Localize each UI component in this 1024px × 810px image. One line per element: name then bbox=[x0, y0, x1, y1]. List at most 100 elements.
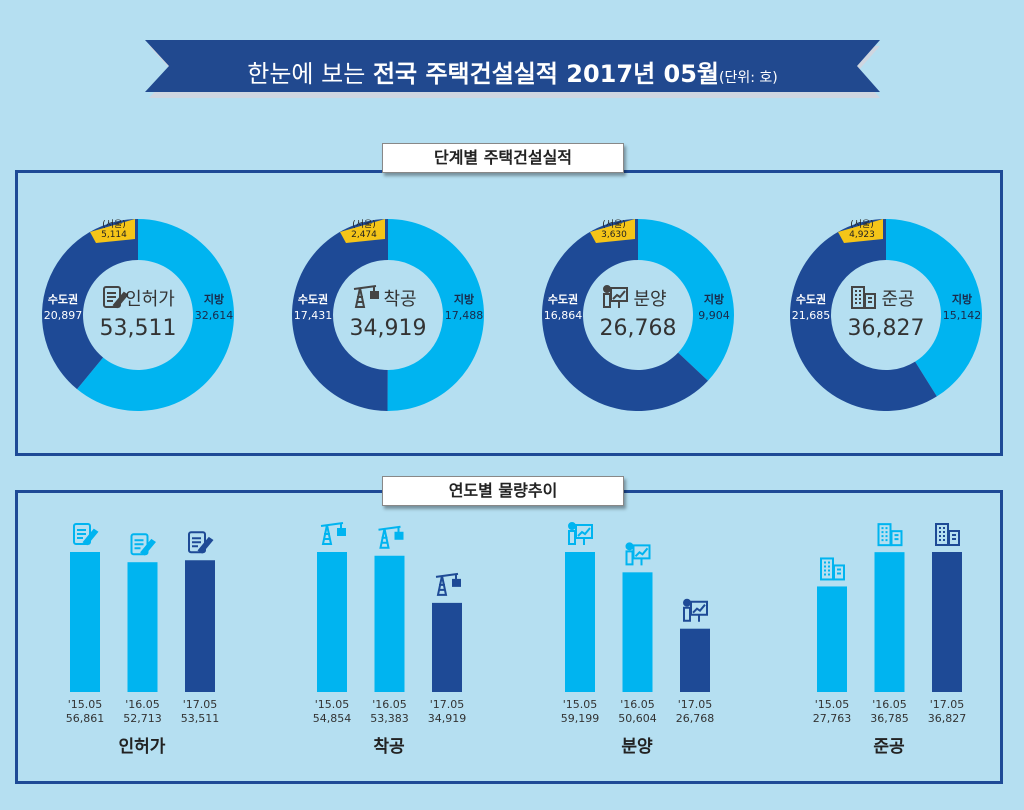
bar-year-label: '15.05 bbox=[815, 698, 850, 711]
local-label: 지방 bbox=[952, 292, 972, 306]
bar-value-label: 26,768 bbox=[676, 712, 715, 725]
head bbox=[603, 285, 611, 293]
local-value: 32,614 bbox=[195, 309, 234, 322]
crane-icon bbox=[378, 525, 404, 549]
seoul-label: (서울) bbox=[352, 219, 376, 230]
bar-year-label: '15.05 bbox=[563, 698, 598, 711]
seoul-value: 5,114 bbox=[101, 230, 127, 240]
title-banner: 한눈에 보는 전국 주택건설실적 2017년 05월(단위: 호) bbox=[145, 40, 880, 98]
bar-value-label: 53,511 bbox=[181, 712, 220, 725]
bar-year-label: '16.05 bbox=[125, 698, 160, 711]
group-label: 준공 bbox=[873, 737, 905, 757]
head bbox=[568, 522, 576, 530]
bar bbox=[565, 552, 595, 692]
crane-load bbox=[337, 528, 346, 536]
building-icon bbox=[820, 557, 845, 581]
bar-value-label: 53,383 bbox=[370, 712, 409, 725]
donut-slice-local bbox=[387, 219, 484, 411]
presentation-icon bbox=[568, 522, 593, 545]
pen bbox=[112, 291, 129, 309]
tower bbox=[820, 557, 834, 581]
seoul-value: 2,474 bbox=[351, 230, 377, 240]
bar bbox=[70, 552, 100, 692]
document-pen-icon bbox=[73, 523, 99, 546]
windows bbox=[881, 527, 899, 542]
bar bbox=[185, 560, 215, 692]
donut-slice-local bbox=[77, 219, 235, 411]
bar-value-label: 36,827 bbox=[928, 712, 967, 725]
capital-label: 수도권 bbox=[298, 293, 328, 306]
doc-lines bbox=[134, 539, 144, 550]
pen bbox=[82, 528, 99, 546]
windows bbox=[824, 561, 841, 576]
trend-section-label: 연도별 물량추이 bbox=[382, 476, 624, 506]
ribbon-shape bbox=[145, 40, 880, 98]
donut-chart: (서울)3,630 수도권 16,864 지방 9,904 분양 26,768 bbox=[542, 219, 734, 412]
local-label: 지방 bbox=[704, 292, 724, 306]
annex bbox=[890, 530, 903, 547]
building-icon bbox=[877, 523, 903, 547]
page-title: 한눈에 보는 전국 주택건설실적 2017년 05월(단위: 호) bbox=[247, 60, 778, 88]
annex bbox=[948, 530, 960, 546]
stage-name: 인허가 bbox=[125, 289, 175, 310]
capital-label: 수도권 bbox=[48, 293, 78, 306]
bar-year-label: '15.05 bbox=[315, 698, 350, 711]
local-label: 지방 bbox=[204, 292, 224, 306]
seoul-label: (서울) bbox=[602, 219, 626, 230]
donut-slice-local bbox=[638, 219, 734, 381]
donut-slice-capital bbox=[789, 219, 937, 411]
bar-year-label: '16.05 bbox=[872, 698, 907, 711]
crane-load bbox=[394, 531, 404, 540]
head bbox=[683, 598, 691, 607]
document-pen-icon bbox=[103, 286, 129, 309]
local-label: 지방 bbox=[454, 292, 474, 306]
stage-name: 분양 bbox=[633, 289, 666, 310]
board bbox=[603, 287, 628, 308]
crane-icon bbox=[353, 285, 379, 308]
capital-value: 17,431 bbox=[294, 309, 333, 322]
seoul-label: (서울) bbox=[102, 219, 126, 230]
bar bbox=[817, 586, 847, 692]
bar bbox=[374, 555, 405, 692]
bar bbox=[317, 552, 347, 692]
bar bbox=[432, 602, 462, 692]
annex bbox=[833, 564, 845, 581]
crane-load bbox=[370, 291, 379, 299]
board bbox=[568, 524, 593, 545]
group-label: 분양 bbox=[621, 737, 653, 757]
bar bbox=[622, 572, 653, 692]
doc-lines bbox=[77, 529, 86, 539]
windows bbox=[939, 527, 956, 541]
local-value: 15,142 bbox=[943, 309, 982, 322]
donut-slice-capital bbox=[291, 219, 388, 411]
presentation-icon bbox=[603, 285, 628, 308]
group-label: 착공 bbox=[373, 737, 405, 757]
crane-frame bbox=[435, 572, 459, 596]
bar-value-label: 36,785 bbox=[870, 712, 909, 725]
donut-slice-capital bbox=[542, 219, 708, 412]
donut-chart: (서울)5,114 수도권 20,897 지방 32,614 인허가 53,511 bbox=[42, 219, 235, 411]
bar-year-label: '16.05 bbox=[620, 698, 655, 711]
annex bbox=[864, 293, 876, 309]
seoul-tag bbox=[340, 219, 385, 243]
board bbox=[683, 600, 708, 622]
stage-total: 53,511 bbox=[100, 316, 177, 341]
document-pen-icon bbox=[188, 531, 214, 554]
donut-slice-capital bbox=[42, 219, 138, 390]
bar-value-label: 34,919 bbox=[428, 712, 467, 725]
presentation-icon bbox=[625, 542, 651, 566]
seoul-value: 3,630 bbox=[601, 230, 627, 240]
document-pen-icon bbox=[130, 533, 156, 556]
capital-value: 20,897 bbox=[44, 309, 83, 322]
bar-value-label: 52,713 bbox=[123, 712, 162, 725]
building-icon bbox=[935, 523, 960, 546]
tower bbox=[877, 523, 892, 547]
crane-frame bbox=[320, 522, 344, 545]
donut-chart: (서울)2,474 수도권 17,431 지방 17,488 착공 34,919 bbox=[291, 219, 484, 411]
pen bbox=[140, 538, 156, 556]
